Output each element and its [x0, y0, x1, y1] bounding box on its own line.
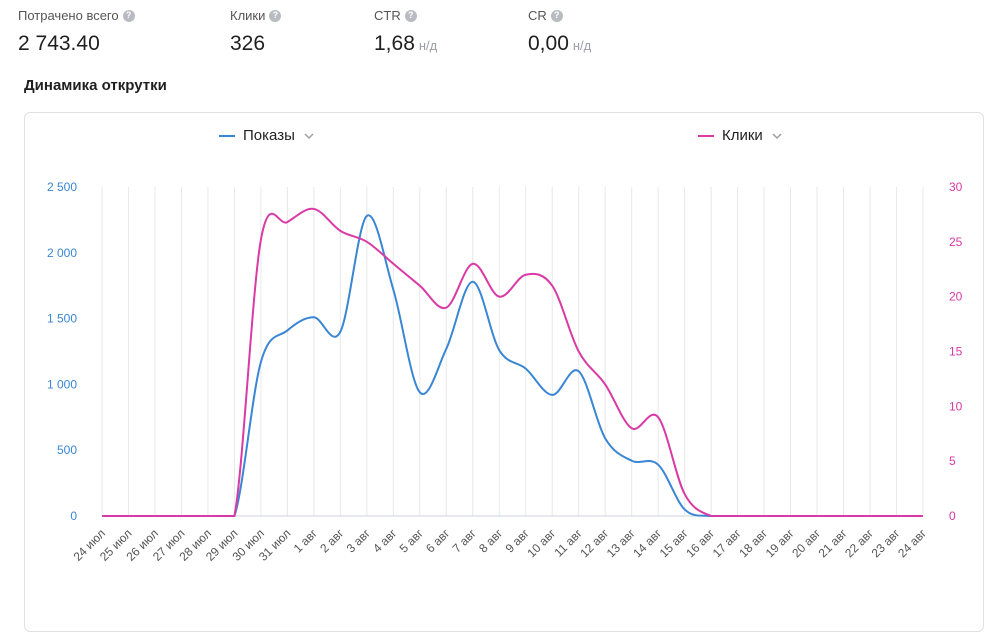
- stat-label-cr: CR: [528, 8, 547, 23]
- question-circle-icon[interactable]: ?: [122, 9, 135, 22]
- stat-label-ctr: CTR: [374, 8, 401, 23]
- chart-card: Показы Клики 0 500 1 000 1 500 2 000 2 500 0 5 1…: [24, 112, 984, 632]
- x-tick-label: 16 авг: [683, 526, 717, 560]
- y-left-tick-label: 1 500: [47, 312, 77, 326]
- x-tick-label: 6 авг: [423, 526, 453, 556]
- y-left-tick-label: 500: [57, 443, 77, 457]
- x-tick-label: 3 авг: [344, 526, 374, 556]
- y-right-tick-label: 5: [949, 454, 956, 468]
- stat-value-cr: 0,00: [528, 32, 569, 55]
- x-tick-label: 18 авг: [736, 526, 770, 560]
- stat-label-spent: Потрачено всего: [18, 8, 119, 23]
- legend-clicks[interactable]: Клики: [698, 127, 783, 144]
- series-line-impressions: [102, 214, 923, 517]
- x-tick-label: 8 авг: [476, 526, 506, 556]
- legend-swatch-impressions: [219, 134, 235, 137]
- y-left-tick-label: 0: [70, 509, 77, 523]
- x-tick-label: 24 авг: [895, 526, 929, 560]
- section-title: Динамика открутки: [24, 77, 167, 94]
- y-right-tick-label: 10: [949, 399, 963, 413]
- stats-bar: Потрачено всего ? 2 743.40 Клики ? 326 C…: [18, 8, 1000, 60]
- stat-unit-ctr: н/д: [418, 38, 438, 53]
- series-line-clicks: [102, 207, 923, 517]
- x-tick-label: 17 авг: [710, 526, 744, 560]
- x-tick-label: 4 авг: [370, 526, 400, 556]
- x-tick-label: 20 авг: [789, 526, 823, 560]
- stat-spent: Потрачено всего ? 2 743.40: [18, 8, 135, 56]
- y-left-tick-label: 1 000: [47, 377, 77, 391]
- x-tick-label: 14 авг: [630, 526, 664, 560]
- x-tick-label: 22 авг: [842, 526, 876, 560]
- stat-value-clicks: 326: [230, 32, 266, 55]
- stat-ctr: CTR ? 1,68 н/д: [374, 8, 437, 56]
- y-left-tick-label: 2 500: [47, 180, 77, 194]
- y-right-tick-label: 15: [949, 345, 963, 359]
- stat-value-spent: 2 743.40: [18, 32, 100, 55]
- x-tick-label: 7 авг: [450, 526, 480, 556]
- stat-cr: CR ? 0,00 н/д: [528, 8, 591, 56]
- x-tick-label: 2 авг: [317, 526, 347, 556]
- x-tick-label: 13 авг: [604, 526, 638, 560]
- x-tick-label: 1 авг: [291, 526, 321, 556]
- stat-unit-cr: н/д: [572, 38, 592, 53]
- y-right-tick-label: 30: [949, 180, 963, 194]
- question-circle-icon[interactable]: ?: [404, 9, 417, 22]
- x-tick-label: 5 авг: [397, 526, 427, 556]
- y-right-tick-label: 0: [949, 509, 956, 523]
- x-tick-label: 23 авг: [869, 526, 903, 560]
- x-tick-label: 21 авг: [816, 526, 850, 560]
- y-left-tick-label: 2 000: [47, 246, 77, 260]
- legend-label-impressions: Показы: [243, 127, 295, 144]
- y-right-tick-label: 20: [949, 290, 963, 304]
- x-tick-label: 12 авг: [577, 526, 611, 560]
- question-circle-icon[interactable]: ?: [550, 9, 563, 22]
- chevron-down-icon: [304, 132, 314, 139]
- legend-label-clicks: Клики: [722, 127, 763, 144]
- x-tick-label: 19 авг: [763, 526, 797, 560]
- stat-value-ctr: 1,68: [374, 32, 415, 55]
- x-tick-label: 10 авг: [524, 526, 558, 560]
- x-tick-label: 15 авг: [657, 526, 691, 560]
- stat-label-clicks: Клики: [230, 8, 266, 23]
- question-circle-icon[interactable]: ?: [269, 9, 282, 22]
- stat-clicks: Клики ? 326: [230, 8, 282, 56]
- legend-impressions[interactable]: Показы: [219, 127, 315, 144]
- legend-swatch-clicks: [698, 134, 714, 137]
- y-right-tick-label: 25: [949, 235, 963, 249]
- chevron-down-icon: [772, 132, 782, 139]
